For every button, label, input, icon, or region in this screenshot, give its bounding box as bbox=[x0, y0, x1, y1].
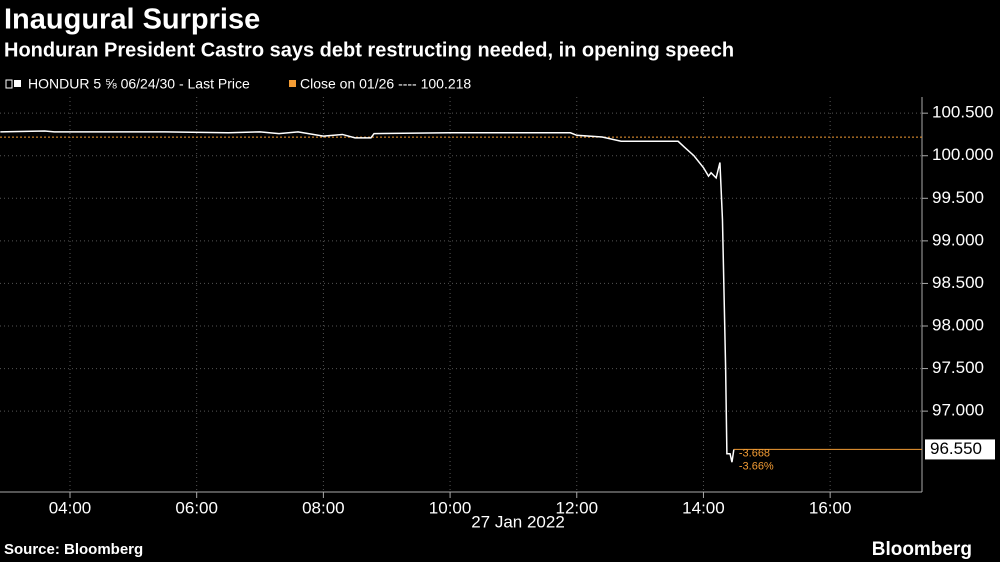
x-tick-label: 04:00 bbox=[49, 498, 92, 517]
last-price-box bbox=[925, 439, 995, 460]
y-tick-label: 97.000 bbox=[932, 401, 984, 420]
x-tick-label: 12:00 bbox=[555, 498, 598, 517]
y-tick-label: 100.000 bbox=[932, 145, 993, 164]
y-tick-label: 98.000 bbox=[932, 315, 984, 334]
legend-swatch bbox=[14, 80, 21, 87]
chart-subtitle: Honduran President Castro says debt rest… bbox=[4, 39, 734, 61]
x-tick-label: 14:00 bbox=[682, 498, 725, 517]
legend-label: HONDUR 5 ⅝ 06/24/30 - Last Price bbox=[28, 76, 250, 92]
x-axis-label: 27 Jan 2022 bbox=[471, 512, 565, 531]
price-line bbox=[0, 130, 735, 463]
logo: Bloomberg bbox=[872, 539, 972, 560]
annotation: -3.668 bbox=[739, 447, 770, 459]
chart-title: Inaugural Surprise bbox=[4, 4, 260, 36]
x-tick-label: 10:00 bbox=[429, 498, 472, 517]
x-tick-label: 16:00 bbox=[809, 498, 852, 517]
last-price-label: 96.550 bbox=[930, 439, 982, 458]
y-tick-label: 97.500 bbox=[932, 358, 984, 377]
legend-swatch bbox=[5, 79, 13, 89]
legend-swatch bbox=[289, 80, 296, 87]
y-tick-label: 98.500 bbox=[932, 273, 984, 292]
y-tick-label: 99.500 bbox=[932, 188, 984, 207]
y-tick-label: 100.500 bbox=[932, 103, 993, 122]
source: Source: Bloomberg bbox=[4, 541, 143, 558]
annotation: -3.66% bbox=[739, 460, 774, 472]
y-tick-label: 99.000 bbox=[932, 230, 984, 249]
x-tick-label: 08:00 bbox=[302, 498, 345, 517]
x-tick-label: 06:00 bbox=[175, 498, 218, 517]
legend-label: Close on 01/26 ---- 100.218 bbox=[300, 76, 471, 92]
